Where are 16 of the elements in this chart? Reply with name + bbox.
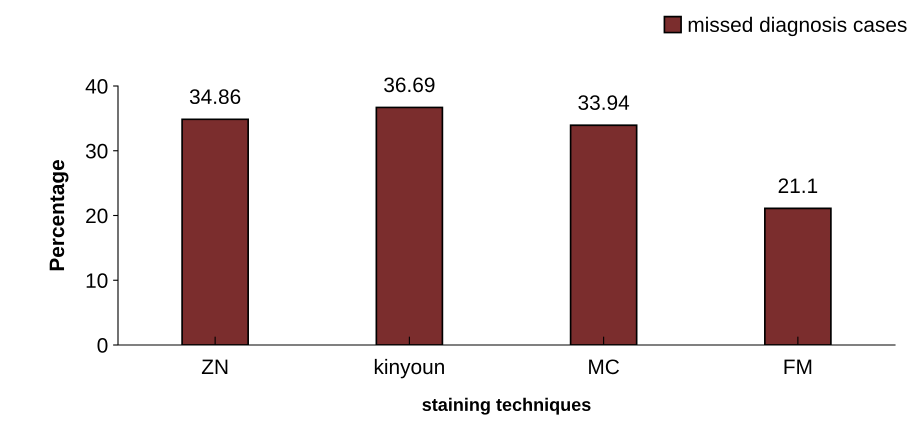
x-axis-title: staining techniques [422,398,591,415]
x-tick-label: ZN [202,360,228,374]
data-label: 36.69 [384,77,434,92]
data-label: 34.86 [190,89,240,104]
y-axis-title: Percentage [50,160,68,270]
data-label: 21.1 [778,178,818,193]
y-tick-label: 10 [86,273,108,288]
y-tick-label: 20 [86,208,108,224]
x-tick-label: MC [589,359,620,374]
y-tick-label: 40 [86,79,108,94]
legend-label: missed diagnosis cases [688,16,907,36]
x-tick-label: kinyoun [374,358,444,378]
data-label: 33.94 [578,95,630,110]
y-tick-label: 0 [98,338,108,353]
y-tick-label: 30 [86,144,108,159]
x-tick-label: FM [784,360,812,374]
